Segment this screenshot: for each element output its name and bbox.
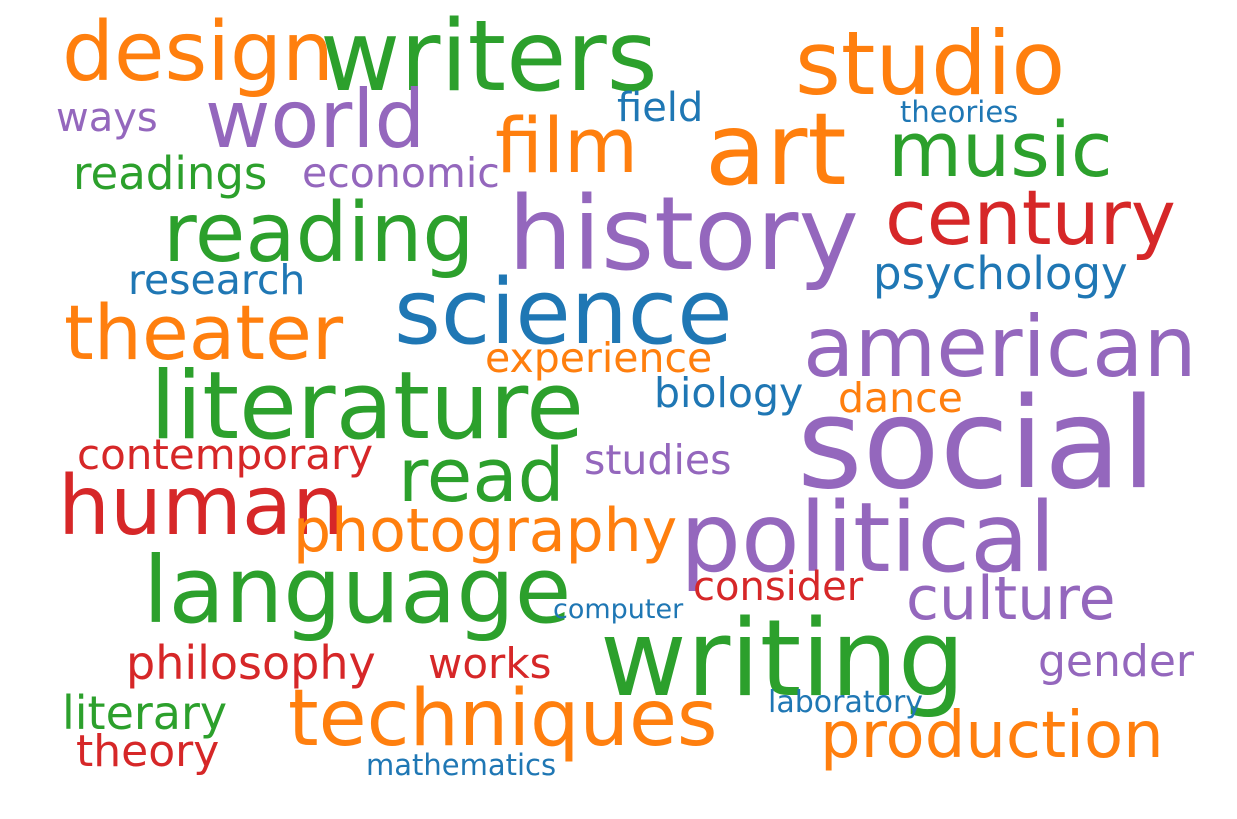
word-theory: theory	[76, 726, 220, 777]
word-gender: gender	[1038, 636, 1194, 687]
word-biology: biology	[654, 369, 804, 417]
word-computer: computer	[553, 594, 684, 625]
word-world: world	[205, 73, 426, 166]
word-music: music	[888, 105, 1113, 194]
word-read: read	[398, 433, 565, 519]
word-language: language	[143, 537, 572, 644]
word-design: design	[62, 5, 335, 100]
word-works: works	[428, 639, 552, 688]
word-production: production	[820, 699, 1164, 773]
word-human: human	[58, 459, 345, 554]
word-field: field	[617, 85, 704, 131]
word-theories: theories	[900, 95, 1019, 129]
word-techniques: techniques	[288, 674, 718, 764]
word-writing: writing	[600, 597, 966, 720]
word-political: political	[680, 482, 1056, 594]
word-american: american	[803, 298, 1197, 396]
word-science: science	[394, 260, 733, 365]
word-reading: reading	[163, 186, 475, 281]
word-contemporary: contemporary	[77, 430, 374, 479]
word-century: century	[885, 173, 1176, 262]
word-studio: studio	[795, 12, 1066, 115]
word-culture: culture	[906, 564, 1116, 634]
word-photography: photography	[293, 496, 678, 566]
word-consider: consider	[693, 564, 864, 610]
word-literature: literature	[150, 352, 585, 461]
word-philosophy: philosophy	[126, 636, 376, 690]
word-readings: readings	[73, 147, 268, 200]
word-film: film	[495, 101, 639, 190]
word-dance: dance	[838, 374, 963, 422]
word-writers: writers	[320, 0, 658, 114]
word-experience: experience	[485, 334, 713, 382]
word-theater: theater	[64, 288, 344, 377]
word-research: research	[128, 256, 306, 304]
word-social: social	[797, 370, 1157, 517]
word-literary: literary	[62, 686, 228, 740]
word-economic: economic	[302, 149, 500, 197]
word-history: history	[508, 175, 859, 294]
word-psychology: psychology	[873, 247, 1128, 300]
word-art: art	[705, 91, 847, 208]
word-studies: studies	[584, 436, 732, 484]
word-laboratory: laboratory	[768, 685, 924, 720]
word-mathematics: mathematics	[366, 748, 557, 782]
word-ways: ways	[56, 95, 158, 141]
